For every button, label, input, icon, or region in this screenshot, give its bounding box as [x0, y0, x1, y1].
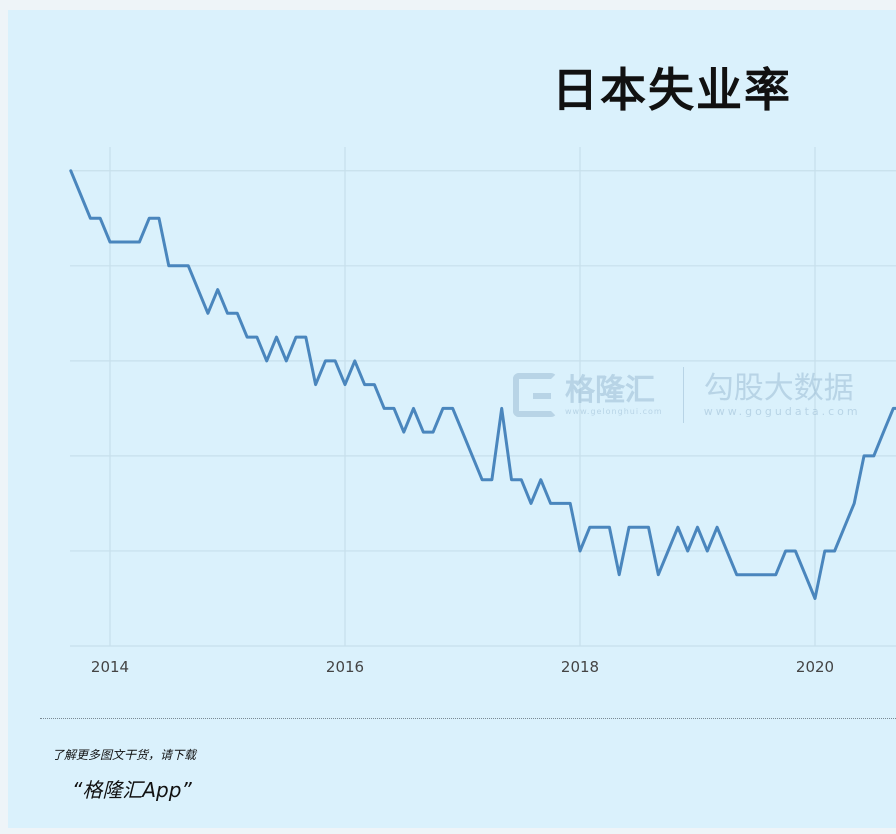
series-group: [69, 169, 896, 600]
watermark: 格隆汇 www.gelonghui.com 勾股大数据 www.gogudata…: [513, 365, 861, 425]
promo-text: 了解更多图文干货，请下载: [52, 748, 197, 762]
watermark-brand-url: www.gelonghui.com: [565, 406, 663, 416]
chart-card: 2014 2016 2018 2020 日本失业率 格隆汇 www.gelonghui…: [8, 10, 896, 828]
chart-title: 日本失业率: [552, 63, 792, 117]
watermark-separator: [682, 367, 684, 423]
promo-app-name: “格隆汇App”: [72, 778, 192, 802]
watermark-brand: 格隆汇: [565, 372, 655, 408]
line-chart: 2014 2016 2018 2020: [69, 147, 896, 676]
x-tick-label: 2014: [91, 658, 129, 676]
x-axis-ticks: 2014 2016 2018 2020: [91, 658, 834, 676]
grid: [70, 147, 896, 647]
x-tick-label: 2016: [326, 658, 364, 676]
watermark-brand2: 勾股大数据: [703, 370, 854, 406]
footer-divider: [40, 718, 896, 719]
gelonghui-logo-icon: [513, 373, 557, 417]
watermark-brand2-url: www.gogudata.com: [703, 404, 861, 418]
x-tick-label: 2020: [796, 658, 834, 676]
x-tick-label: 2018: [561, 658, 599, 676]
unemployment-series-line: [69, 169, 896, 600]
